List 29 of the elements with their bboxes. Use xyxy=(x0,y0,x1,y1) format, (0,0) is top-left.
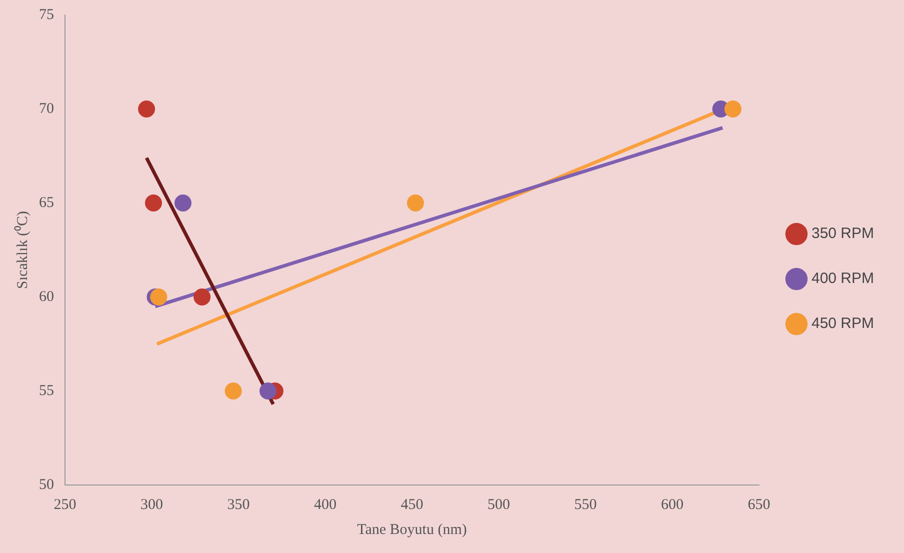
y-tick-label: 70 xyxy=(39,100,54,117)
x-axis-title: Tane Boyutu (nm) xyxy=(357,522,467,538)
x-tick-label: 250 xyxy=(54,496,76,513)
legend-label: 350 RPM xyxy=(811,225,874,242)
point xyxy=(406,194,424,212)
point xyxy=(194,288,211,306)
y-axis-title: Sıcaklık (⁰C) xyxy=(14,211,31,289)
legend-label: 400 RPM xyxy=(811,270,874,288)
x-tick-label: 450 xyxy=(400,496,424,513)
x-tick-label: 300 xyxy=(140,496,163,513)
point xyxy=(724,100,742,118)
y-tick-label: 50 xyxy=(39,476,54,493)
y-tick-label: 55 xyxy=(39,382,54,399)
point xyxy=(224,382,242,400)
x-tick-label: 400 xyxy=(314,496,336,513)
x-tick-label: 500 xyxy=(487,496,510,513)
x-tick-label: 350 xyxy=(227,496,250,513)
y-tick-label: 65 xyxy=(39,194,54,211)
y-tick-label: 75 xyxy=(39,6,54,23)
x-tick-label: 650 xyxy=(748,496,770,513)
point xyxy=(138,100,156,118)
point xyxy=(150,288,168,306)
x-tick-label: 600 xyxy=(660,496,684,513)
y-tick-label: 60 xyxy=(39,288,54,305)
legend-label: 450 RPM xyxy=(811,315,874,332)
point xyxy=(144,194,162,212)
point xyxy=(259,382,276,400)
x-tick-label: 550 xyxy=(574,496,597,513)
point xyxy=(174,194,192,212)
